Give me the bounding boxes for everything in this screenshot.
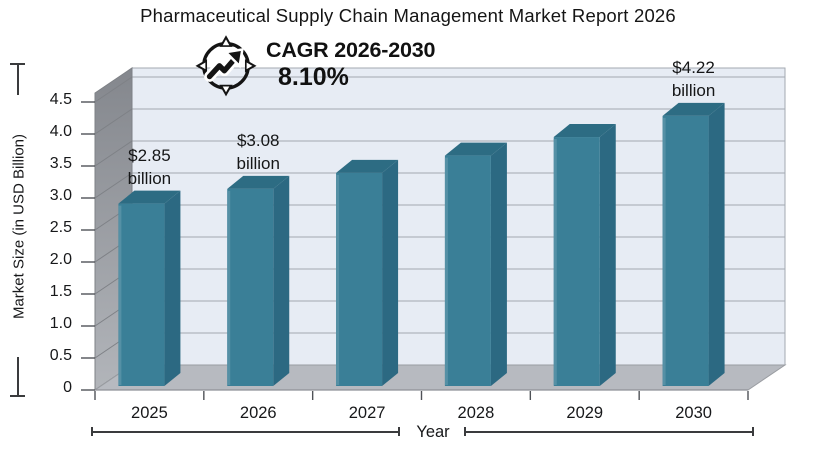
y-tick-label: 3.0 — [49, 187, 72, 204]
x-axis-line-right-cap-inner — [464, 427, 466, 436]
bar-top-face — [227, 175, 290, 189]
bar-top-face — [553, 124, 616, 138]
x-category-label: 2025 — [131, 404, 168, 422]
y-tick-label: 3.5 — [49, 155, 72, 172]
y-tick-label: 0.5 — [49, 347, 72, 364]
x-axis-line-right-cap-outer — [752, 427, 754, 436]
bar-front-face — [227, 188, 274, 386]
bar-top-face — [118, 190, 181, 204]
bar-value-label-line: $2.85 — [128, 145, 171, 165]
x-category-label: 2027 — [348, 404, 386, 422]
x-axis-line-right — [465, 431, 754, 433]
bar-value-label-line: billion — [236, 153, 280, 173]
x-category-label: 2030 — [675, 404, 712, 422]
chart-title: Pharmaceutical Supply Chain Management M… — [140, 5, 676, 26]
bar-side-face — [273, 175, 290, 386]
bar-front-face — [553, 137, 600, 386]
y-axis-line-bottom — [17, 357, 19, 397]
bar-top-face — [444, 142, 507, 156]
bar-side-face — [599, 124, 616, 386]
cagr-period-label: CAGR 2026-2030 — [266, 38, 436, 62]
y-tick-label: 1.0 — [49, 315, 72, 332]
bar-value-label: $2.85 billion — [87, 144, 211, 190]
y-tick-label: 1.5 — [49, 283, 72, 300]
x-axis-title: Year — [416, 423, 450, 441]
bar-front-face — [662, 115, 709, 387]
bar-side-face — [490, 142, 507, 386]
bar-value-label: $4.22 billion — [632, 56, 756, 102]
bar-value-label-line: billion — [671, 80, 716, 100]
y-tick-label: 2.0 — [49, 251, 72, 268]
bar-top-face — [662, 102, 725, 116]
cagr-value: 8.10% — [278, 63, 349, 91]
y-tick-label: 4.5 — [49, 91, 72, 108]
bar-value-label-line: $3.08 — [236, 130, 280, 150]
side-wall-gridline — [94, 108, 133, 135]
compass-point-south — [219, 84, 233, 97]
y-tick-label: 4.0 — [49, 123, 72, 140]
compass-point-north — [219, 35, 233, 47]
x-category-label: 2026 — [239, 404, 277, 422]
x-category-label: 2028 — [457, 404, 495, 422]
y-axis-title: Market Size (in USD Billion) — [10, 133, 28, 320]
bar-side-face — [382, 159, 399, 386]
side-wall-gridline — [94, 76, 133, 103]
y-axis-line-top — [17, 63, 19, 95]
x-category-label: 2029 — [566, 404, 604, 422]
bar-side-face — [164, 190, 181, 386]
bar-value-label-line: billion — [127, 168, 172, 188]
bar-top-face — [336, 159, 399, 173]
bar-side-face — [708, 102, 725, 387]
compass-point-east — [244, 59, 257, 73]
compass-point-west — [195, 59, 208, 73]
side-wall-gridline — [94, 140, 133, 167]
bar-value-label-line: $4.22 — [672, 57, 715, 77]
y-axis-line-top-cap — [10, 63, 25, 65]
side-wall-gridline — [94, 172, 133, 199]
y-axis-line-bottom-cap — [10, 395, 25, 397]
bar-front-face — [444, 155, 491, 386]
x-axis-line-left-cap-outer — [91, 427, 93, 436]
y-tick-label: 2.5 — [49, 219, 72, 236]
bar-front-face — [118, 203, 165, 386]
bar-front-face — [336, 172, 383, 386]
y-tick-label: 0 — [63, 379, 72, 396]
x-axis-line-left — [92, 431, 400, 433]
bar-value-label: $3.08 billion — [196, 129, 320, 175]
x-axis-line-left-cap-inner — [398, 427, 400, 436]
growth-trend-compass-icon — [195, 35, 257, 97]
